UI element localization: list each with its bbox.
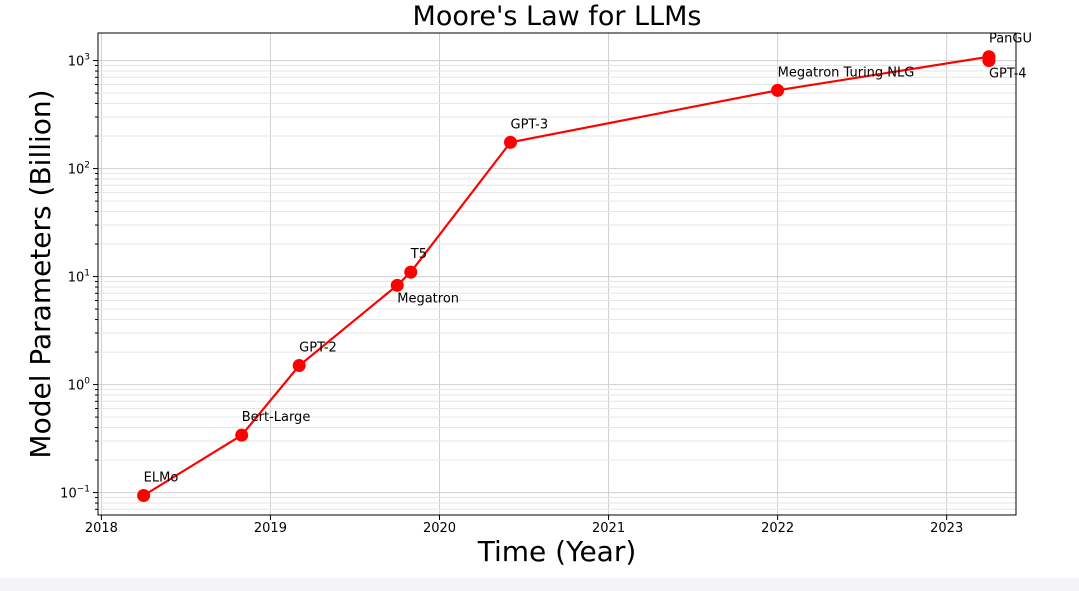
data-point [235,428,249,442]
data-label: GPT-3 [511,117,549,132]
y-tick-base: 10 [68,55,85,70]
data-label: Megatron Turing NLG [778,65,915,80]
x-axis-label: Time (Year) [477,535,637,568]
data-label: T5 [410,247,427,262]
y-tick-label: 10−1 [60,485,90,502]
plot-frame [97,32,1017,516]
data-label: GPT-4 [989,67,1027,82]
y-tick-label: 102 [68,161,90,178]
data-point [982,54,996,68]
x-tick-label: 2022 [761,521,794,536]
x-tick-label: 2020 [423,521,456,536]
data-point [404,265,418,279]
marker-layer [137,50,996,502]
y-tick-label: 100 [68,377,91,394]
y-tick-exponent: −1 [77,485,90,495]
y-axis-label: Model Parameters (Billion) [24,89,57,458]
x-tick-label: 2021 [592,521,625,536]
y-tick-exponent: 0 [84,377,90,387]
x-tick-label: 2023 [930,521,963,536]
label-layer: ELMo Bert-Large GPT-2 Megatron T5 GPT-3 Megatr… [144,32,1032,486]
x-tick-label: 2018 [85,521,118,536]
data-point [771,83,785,97]
grid-layer [98,33,1016,515]
chart-title: Moore's Law for LLMs [413,1,702,32]
y-tick-exponent: 1 [84,269,90,279]
y-tick-label: 101 [68,269,90,286]
y-tick-base: 10 [68,271,85,286]
y-tick-label: 103 [68,53,90,70]
bottom-strip [0,578,1079,591]
data-point [390,278,404,292]
data-point [292,359,306,373]
data-point [137,488,151,502]
data-label: ELMo [144,470,179,485]
data-point [504,135,518,149]
data-label: Megatron [397,291,459,306]
y-tick-exponent: 2 [84,161,90,171]
data-label: GPT-2 [299,341,337,356]
y-tick-base: 10 [68,163,85,178]
y-tick-exponent: 3 [84,53,90,63]
data-label: PanGU [989,32,1032,47]
data-label: Bert-Large [242,410,311,425]
y-tick-base: 10 [68,379,85,394]
y-tick-base: 10 [60,487,77,502]
x-tick-label: 2019 [254,521,287,536]
